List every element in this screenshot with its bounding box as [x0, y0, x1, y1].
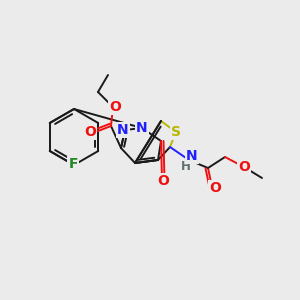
- Text: S: S: [171, 125, 181, 139]
- Text: N: N: [117, 123, 129, 137]
- Text: N: N: [136, 121, 148, 135]
- Text: O: O: [209, 181, 221, 195]
- Text: N: N: [186, 149, 198, 163]
- Text: O: O: [238, 160, 250, 174]
- Text: H: H: [181, 160, 191, 172]
- Text: F: F: [68, 157, 78, 171]
- Text: O: O: [157, 174, 169, 188]
- Text: O: O: [109, 100, 121, 114]
- Text: O: O: [84, 125, 96, 139]
